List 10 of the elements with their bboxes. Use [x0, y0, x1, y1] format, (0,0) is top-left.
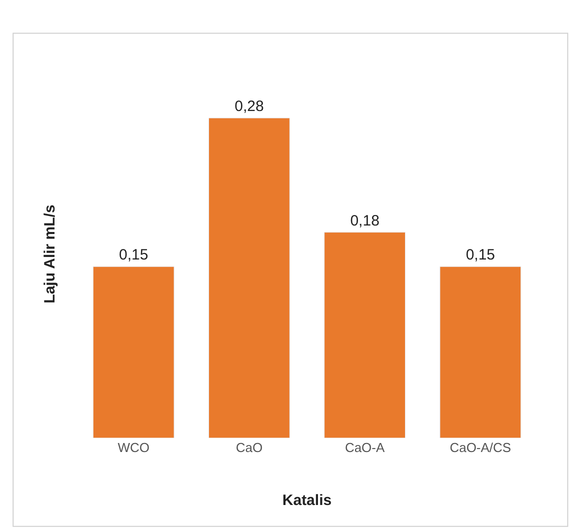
y-axis-title: Laju Alir mL/s — [41, 204, 58, 304]
x-axis-title: Katalis — [282, 492, 332, 509]
x-tick-label: CaO-A/CS — [450, 440, 512, 455]
data-label: 0,28 — [234, 98, 264, 115]
data-label: 0,15 — [466, 246, 496, 264]
x-tick-label: WCO — [118, 440, 150, 455]
data-label: 0,18 — [350, 212, 380, 230]
x-tick-label: CaO — [236, 440, 263, 455]
data-label: 0,15 — [118, 246, 148, 264]
x-tick-label: CaO-A — [344, 440, 385, 455]
